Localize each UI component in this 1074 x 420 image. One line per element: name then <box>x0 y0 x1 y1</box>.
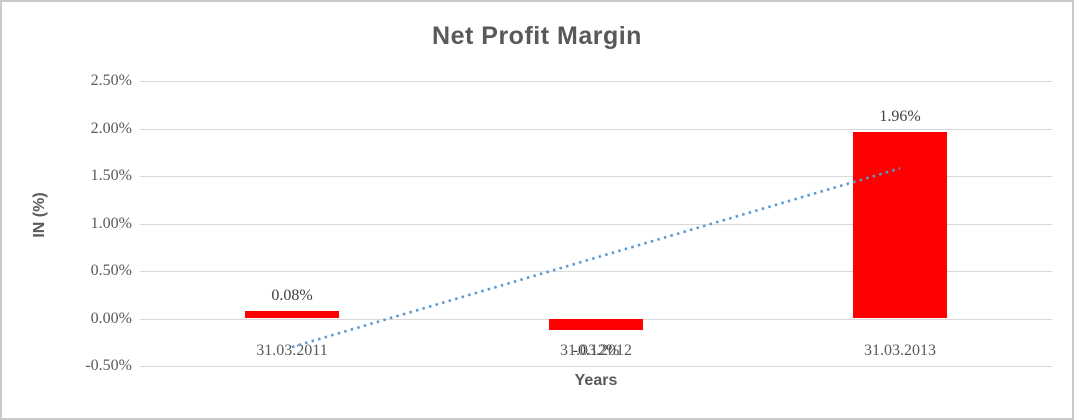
y-tick-label: 2.00% <box>90 119 132 137</box>
bar <box>549 318 643 330</box>
x-axis-title: Years <box>574 372 618 389</box>
x-category-label: 31.03.2011 <box>256 342 328 359</box>
bar <box>853 132 947 319</box>
gridline <box>140 128 1052 130</box>
gridline <box>140 366 1052 367</box>
bar <box>245 310 339 319</box>
y-tick-label: -0.50% <box>85 357 132 374</box>
y-tick-label: 0.50% <box>90 262 132 279</box>
y-tick-label: 0.00% <box>90 309 132 327</box>
y-tick-label: 1.00% <box>90 214 132 232</box>
gridline <box>140 81 1052 82</box>
x-category-label: 31.03.2013 <box>864 342 936 359</box>
chart-title: Net Profit Margin <box>432 22 642 50</box>
y-tick-label: 2.50% <box>90 72 132 89</box>
bar-data-label: 1.96% <box>879 108 921 126</box>
y-tick-label: 1.50% <box>90 167 132 184</box>
bar-data-label: 0.08% <box>271 286 313 304</box>
x-category-label: 31.03.2012 <box>560 342 632 359</box>
